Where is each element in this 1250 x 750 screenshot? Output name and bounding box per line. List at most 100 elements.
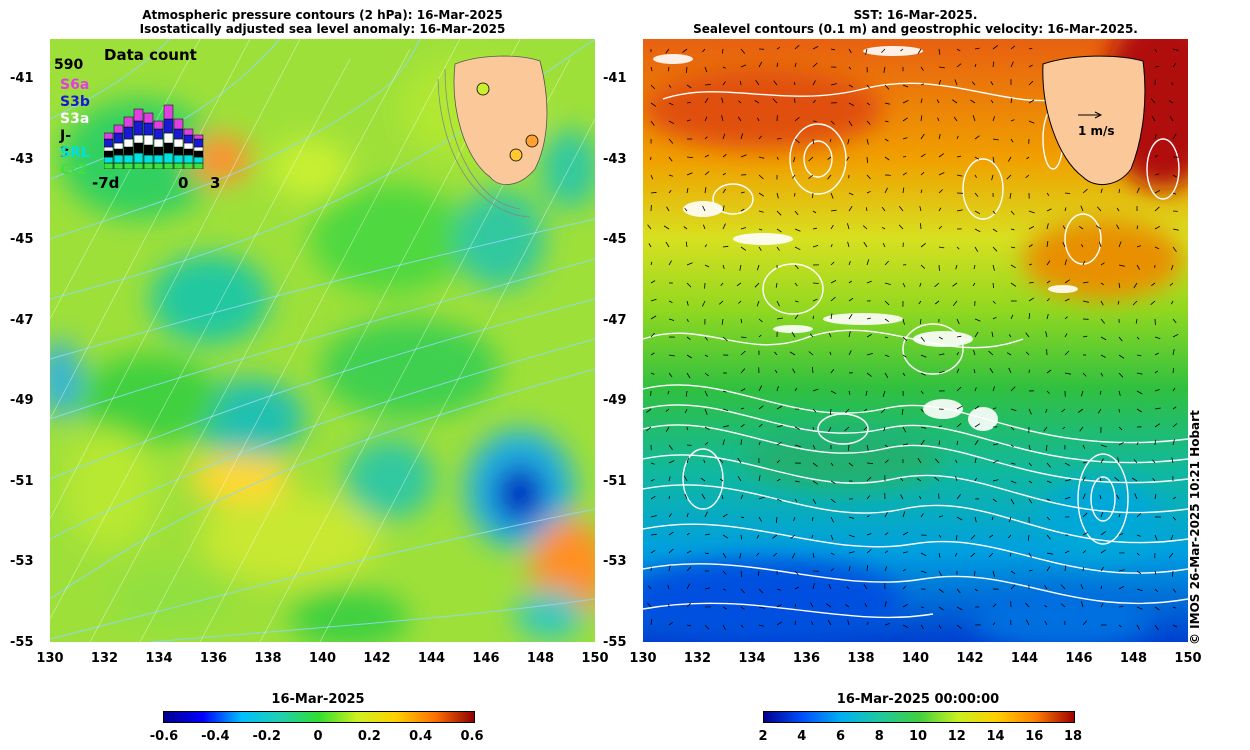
- velocity-vector: [1136, 570, 1142, 575]
- count-bar-segment: [143, 134, 154, 146]
- velocity-vector: [992, 116, 995, 122]
- data-marker: [476, 82, 490, 96]
- velocity-vector: [721, 97, 724, 104]
- velocity-vector: [1100, 188, 1103, 194]
- lon-tick: 134: [738, 651, 766, 666]
- velocity-vector: [1044, 620, 1048, 626]
- velocity-vector: [920, 390, 924, 394]
- sea-level-anomaly-map[interactable]: Data count 590 S6a S3b S3a J-3 SRL Cr2 -7d 0 …: [50, 39, 595, 642]
- velocity-vector: [936, 99, 940, 104]
- velocity-vector: [1118, 241, 1122, 248]
- velocity-vector: [1010, 408, 1017, 412]
- velocity-vector: [812, 62, 818, 68]
- velocity-vector: [920, 372, 926, 376]
- velocity-vector: [758, 61, 763, 68]
- velocity-vector: [920, 153, 926, 158]
- velocity-vector: [920, 115, 923, 122]
- velocity-vector: [794, 586, 800, 590]
- velocity-vector: [1010, 386, 1016, 392]
- velocity-vector: [737, 475, 742, 482]
- velocity-vector: [794, 192, 796, 197]
- velocity-vector: [668, 372, 673, 378]
- velocity-vector: [1132, 300, 1138, 306]
- velocity-vector: [938, 370, 945, 374]
- velocity-vector: [830, 534, 834, 540]
- velocity-vector: [1151, 115, 1156, 122]
- velocity-vector: [776, 317, 783, 320]
- velocity-vector: [1082, 335, 1088, 338]
- velocity-vector: [974, 516, 977, 523]
- credit-text: © IMOS 26-Mar-2025 10:21 Hobart: [1188, 410, 1202, 645]
- left-title-line1: Atmospheric pressure contours (2 hPa): 1…: [142, 8, 503, 22]
- mission-label: S3a: [60, 111, 90, 127]
- velocity-vector: [934, 282, 940, 288]
- velocity-vector: [1118, 336, 1123, 342]
- velocity-vector: [1046, 280, 1051, 284]
- velocity-vector: [827, 156, 832, 160]
- velocity-vector: [866, 549, 872, 554]
- velocity-vector: [665, 426, 670, 432]
- velocity-vector: [1082, 188, 1088, 194]
- count-bar-segment: [143, 112, 154, 124]
- mission-label: S3b: [60, 94, 90, 110]
- velocity-vector: [668, 460, 675, 464]
- velocity-vector: [992, 282, 994, 289]
- count-bar-segment: [193, 146, 204, 152]
- colorbar-tick: 0.6: [460, 729, 484, 744]
- velocity-vector: [722, 606, 727, 610]
- count-bar-segment: [193, 156, 204, 164]
- velocity-vector: [1118, 408, 1120, 413]
- velocity-vector: [1151, 282, 1156, 287]
- velocity-vector: [830, 516, 834, 523]
- sst-map[interactable]: 1 m/s: [643, 39, 1188, 642]
- velocity-vector: [810, 602, 814, 608]
- count-bar-segment: [123, 138, 134, 148]
- velocity-vector: [758, 624, 765, 627]
- velocity-vector: [884, 336, 889, 339]
- velocity-vector: [1045, 444, 1048, 451]
- velocity-vector: [866, 372, 872, 377]
- velocity-vector: [756, 552, 760, 556]
- velocity-vector: [650, 66, 653, 72]
- velocity-vector: [1046, 552, 1053, 555]
- velocity-vector: [1100, 354, 1106, 358]
- velocity-vector: [686, 336, 691, 340]
- velocity-vector: [684, 208, 688, 212]
- velocity-vector: [650, 515, 657, 518]
- velocity-vector: [1046, 369, 1052, 374]
- velocity-vector: [1046, 390, 1050, 394]
- velocity-vector: [683, 226, 688, 230]
- velocity-vector: [686, 602, 691, 608]
- velocity-vector: [1079, 426, 1084, 432]
- velocity-vector: [1028, 480, 1033, 484]
- velocity-vector: [668, 120, 675, 125]
- velocity-vector: [1100, 585, 1103, 590]
- velocity-vector: [789, 351, 796, 356]
- velocity-vector: [848, 260, 851, 266]
- velocity-vector: [683, 475, 688, 482]
- velocity-vector: [882, 390, 886, 397]
- velocity-vector: [1172, 48, 1179, 51]
- velocity-vector: [721, 494, 724, 500]
- velocity-vector: [722, 570, 727, 575]
- velocity-vector: [1064, 462, 1071, 467]
- count-bar-segment: [113, 148, 124, 156]
- velocity-vector: [1172, 192, 1177, 195]
- velocity-vector: [812, 388, 819, 392]
- velocity-vector: [740, 534, 743, 540]
- velocity-vector: [1172, 333, 1179, 338]
- velocity-vector: [973, 369, 976, 374]
- velocity-vector: [883, 426, 886, 432]
- velocity-vector: [773, 552, 778, 557]
- lon-tick: 132: [90, 651, 119, 666]
- lon-tick: 144: [417, 651, 446, 666]
- velocity-vector: [992, 264, 995, 271]
- velocity-vector: [1082, 476, 1086, 482]
- velocity-vector: [956, 335, 962, 338]
- velocity-vector: [792, 174, 796, 179]
- velocity-vector: [686, 119, 691, 122]
- lon-tick: 146: [1065, 651, 1093, 666]
- velocity-vector: [1100, 300, 1104, 306]
- velocity-vector: [665, 48, 670, 54]
- lon-tick: 142: [956, 651, 984, 666]
